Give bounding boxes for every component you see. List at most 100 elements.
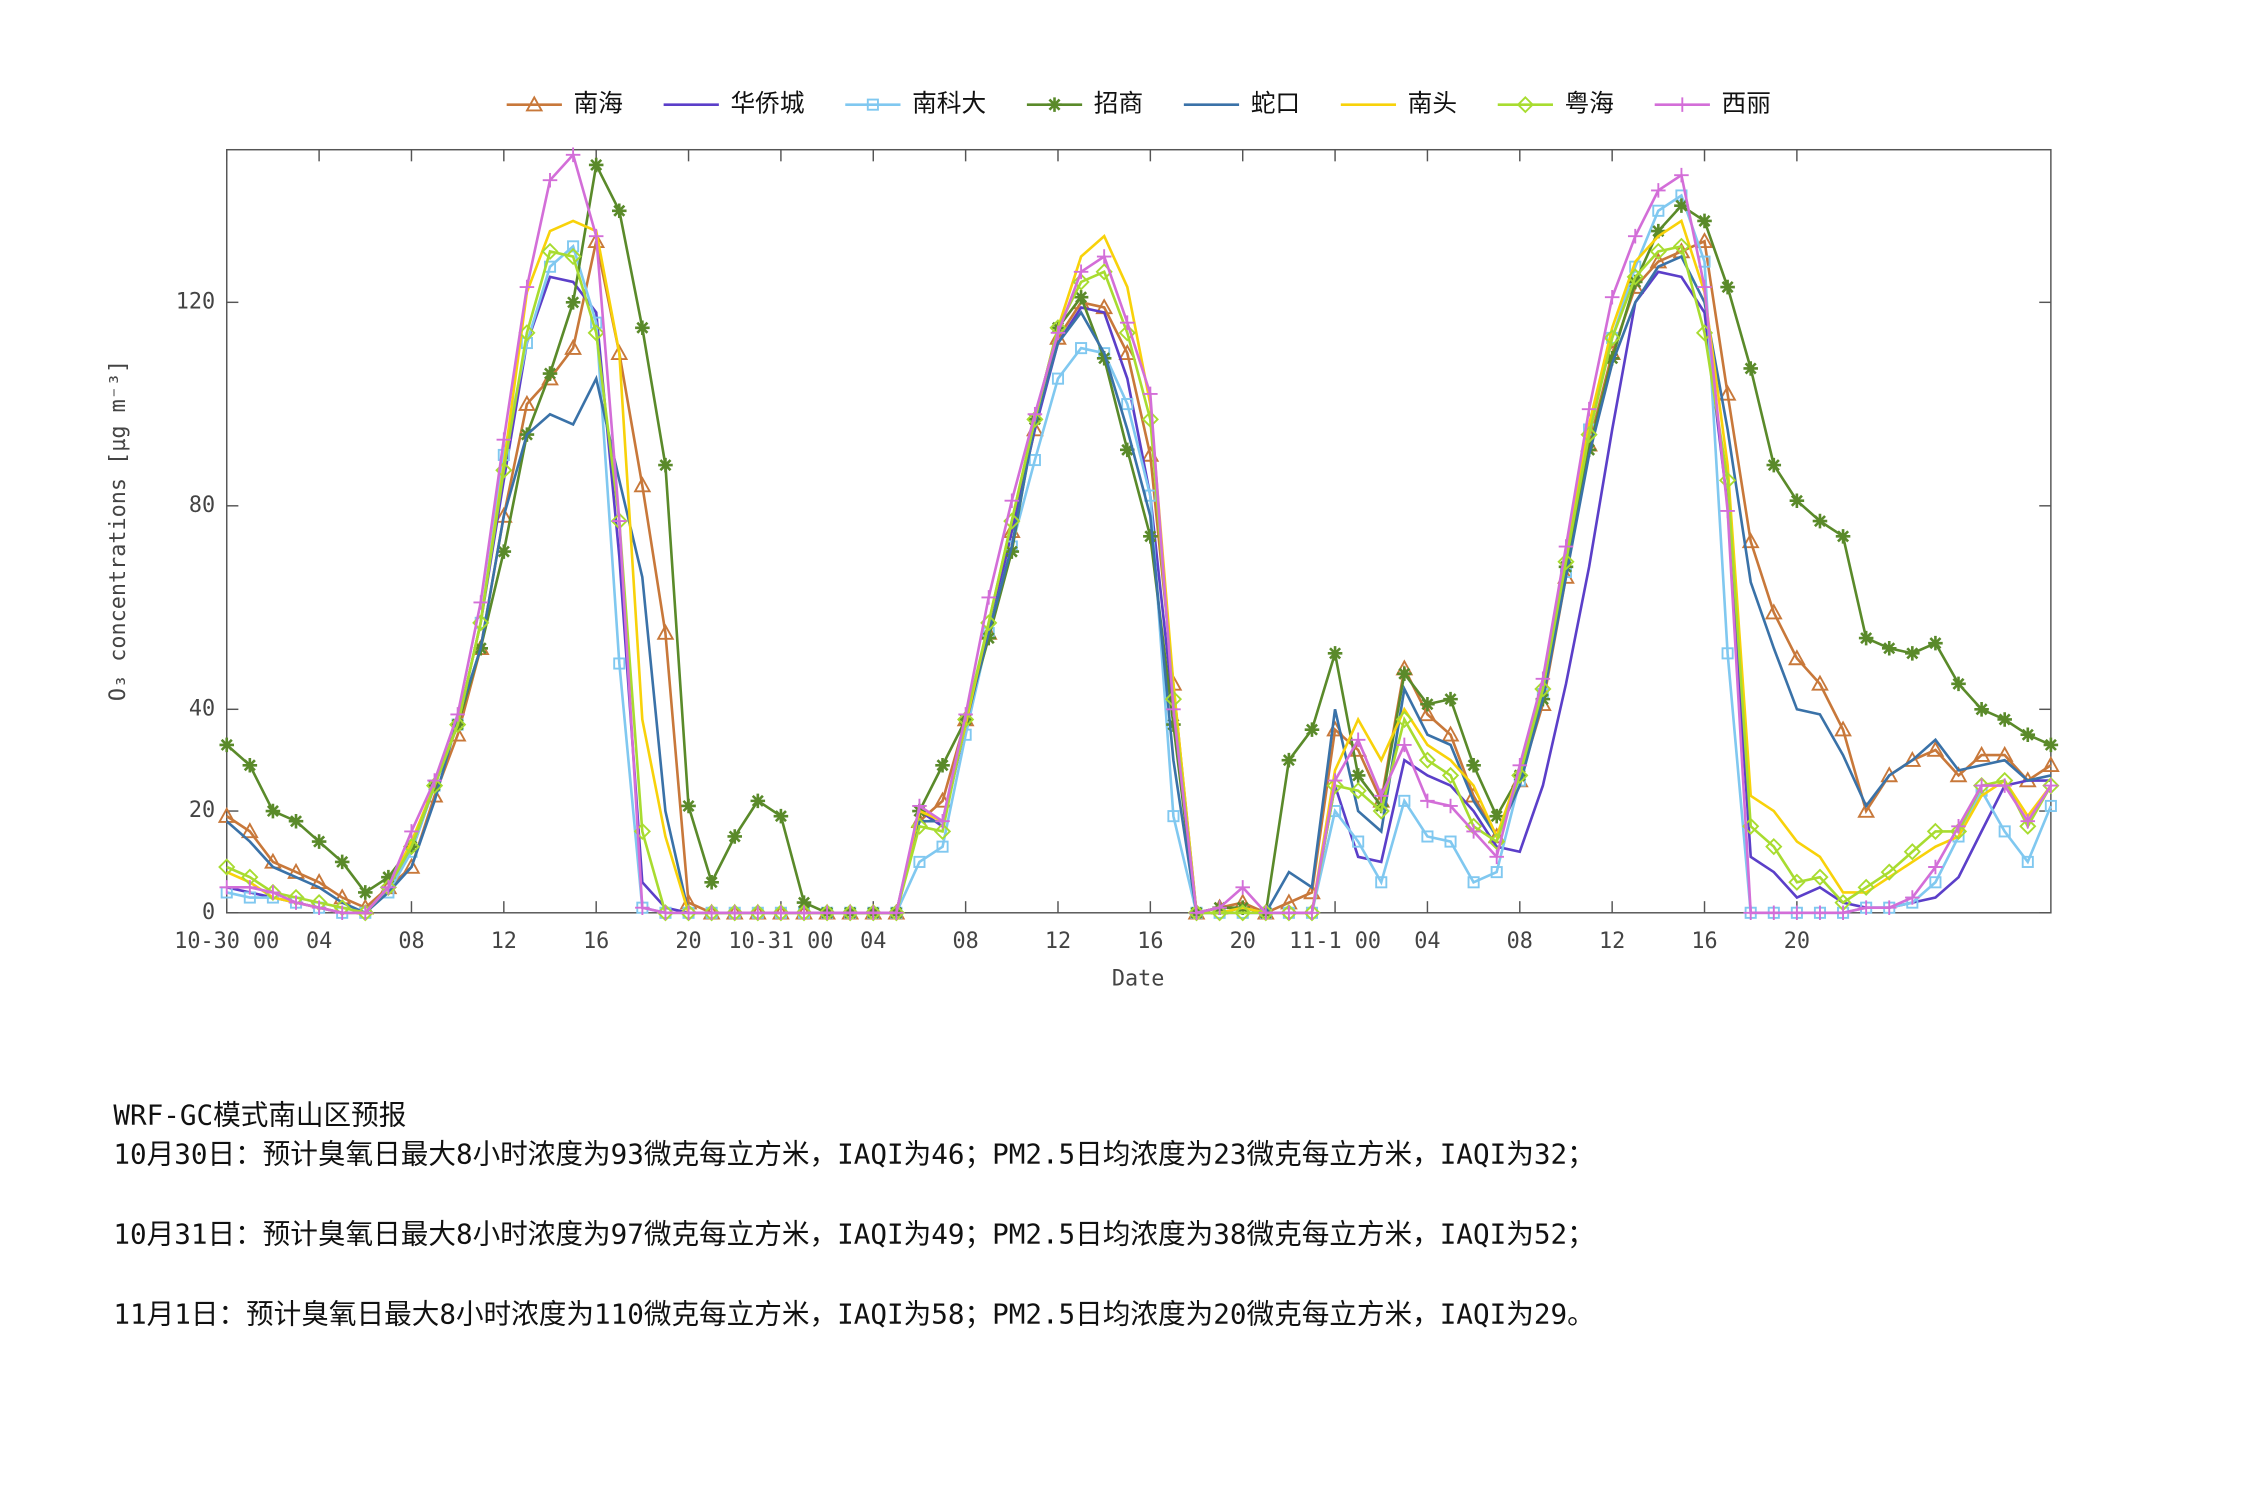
point xyxy=(1397,737,1412,753)
x-tick-label: 16 xyxy=(1137,929,1163,954)
legend-item: 西丽 xyxy=(1654,89,1771,118)
point xyxy=(1695,232,1714,249)
point xyxy=(590,316,603,329)
point xyxy=(1720,279,1735,295)
point xyxy=(750,793,766,809)
point xyxy=(1649,242,1667,261)
point xyxy=(519,279,535,295)
legend-item: 南科大 xyxy=(845,89,986,118)
point xyxy=(496,544,512,559)
point xyxy=(1534,680,1552,698)
point xyxy=(1420,793,1435,809)
point xyxy=(1441,725,1460,742)
point xyxy=(704,875,719,890)
point xyxy=(681,905,696,921)
point xyxy=(1072,273,1090,291)
point xyxy=(935,757,950,773)
point xyxy=(358,885,373,900)
point xyxy=(1467,876,1480,889)
point xyxy=(1652,204,1665,217)
point xyxy=(1812,905,1828,921)
point xyxy=(1398,794,1411,807)
point xyxy=(1395,710,1413,729)
point xyxy=(565,295,581,310)
point xyxy=(1304,905,1320,921)
point xyxy=(1788,873,1806,891)
point xyxy=(1511,766,1529,785)
point xyxy=(542,366,558,381)
point xyxy=(1858,900,1874,915)
point xyxy=(427,773,442,788)
point xyxy=(1627,228,1643,244)
point xyxy=(1812,513,1828,529)
point xyxy=(1441,766,1460,785)
point xyxy=(473,595,489,610)
point xyxy=(1258,905,1274,921)
legend-label: 蛇口 xyxy=(1251,89,1300,118)
x-tick-label: 04 xyxy=(860,929,886,954)
point xyxy=(612,203,627,219)
point xyxy=(1119,315,1135,330)
legend-marker xyxy=(525,95,544,112)
x-tick-label: 16 xyxy=(1691,929,1717,954)
legend-marker xyxy=(866,98,879,111)
point xyxy=(1949,822,1968,840)
point xyxy=(819,905,835,921)
point xyxy=(1166,717,1181,732)
point xyxy=(1143,529,1158,544)
point xyxy=(1212,900,1227,915)
point xyxy=(1834,720,1852,737)
point xyxy=(913,855,926,868)
point xyxy=(1073,289,1089,305)
y-tick-label: 20 xyxy=(189,798,215,823)
point xyxy=(288,813,304,829)
point xyxy=(542,172,558,188)
point xyxy=(1327,773,1343,788)
legend-marker xyxy=(1675,97,1690,112)
point xyxy=(1350,768,1366,783)
point xyxy=(587,324,605,342)
point xyxy=(1444,835,1457,848)
point xyxy=(1766,457,1782,473)
point xyxy=(2020,813,2036,829)
line xyxy=(226,239,2052,915)
point xyxy=(1880,863,1898,881)
point xyxy=(1349,782,1367,800)
point xyxy=(1766,905,1782,921)
point xyxy=(1118,324,1136,342)
point xyxy=(1627,274,1643,290)
point xyxy=(773,808,789,824)
legend-label: 南海 xyxy=(574,89,623,118)
point xyxy=(635,900,650,915)
point xyxy=(1764,603,1783,620)
point xyxy=(727,905,742,921)
point xyxy=(613,657,626,670)
point xyxy=(1997,778,2012,793)
point xyxy=(1972,745,1991,762)
point xyxy=(265,885,281,900)
point xyxy=(1720,503,1735,519)
series xyxy=(218,237,2060,922)
point xyxy=(1327,646,1343,661)
x-tick-label: 08 xyxy=(398,929,424,954)
point xyxy=(773,905,789,921)
point xyxy=(242,880,258,895)
point xyxy=(889,905,904,921)
point xyxy=(1604,289,1620,305)
point xyxy=(496,432,512,447)
line xyxy=(225,160,2052,915)
point xyxy=(358,905,373,921)
point xyxy=(1789,905,1805,921)
point xyxy=(1443,691,1458,707)
point xyxy=(1373,788,1389,804)
point xyxy=(796,905,812,921)
point xyxy=(425,777,444,795)
point xyxy=(1858,630,1874,646)
point xyxy=(1372,802,1390,820)
point xyxy=(1765,838,1783,856)
point xyxy=(1418,751,1437,769)
point xyxy=(1905,646,1920,661)
point xyxy=(1905,890,1920,905)
x-tick-label: 08 xyxy=(953,929,979,954)
